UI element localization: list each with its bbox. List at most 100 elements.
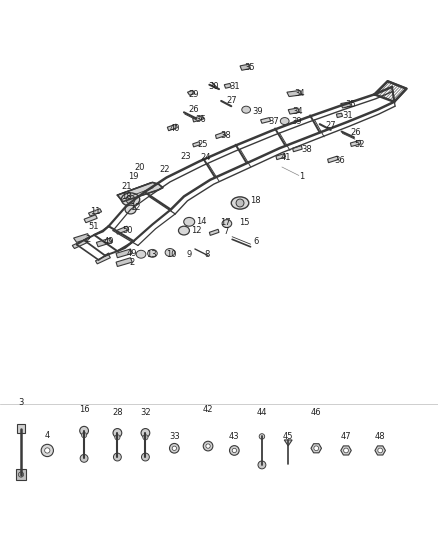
Polygon shape — [341, 102, 352, 108]
Text: 42: 42 — [203, 405, 213, 414]
Polygon shape — [72, 239, 88, 248]
Polygon shape — [287, 91, 302, 96]
Polygon shape — [95, 255, 110, 264]
Text: 20: 20 — [134, 164, 145, 173]
Text: 36: 36 — [195, 115, 206, 124]
Text: 22: 22 — [159, 165, 170, 174]
Polygon shape — [167, 124, 177, 131]
Circle shape — [81, 432, 87, 438]
Text: 39: 39 — [292, 117, 302, 126]
Polygon shape — [116, 249, 132, 258]
Circle shape — [141, 429, 150, 437]
Ellipse shape — [231, 197, 249, 209]
Polygon shape — [187, 91, 195, 95]
Text: 49: 49 — [103, 237, 114, 246]
Text: 32: 32 — [140, 408, 151, 417]
Circle shape — [80, 426, 88, 435]
Text: 4: 4 — [45, 431, 50, 440]
Text: 37: 37 — [268, 117, 279, 126]
Polygon shape — [96, 238, 112, 247]
Text: 41: 41 — [280, 152, 291, 161]
Text: 38: 38 — [220, 132, 231, 141]
Circle shape — [378, 448, 382, 453]
Text: 23: 23 — [180, 151, 191, 160]
Text: 48: 48 — [375, 432, 385, 440]
Text: 34: 34 — [293, 107, 303, 116]
Text: 46: 46 — [311, 408, 321, 417]
Text: 14: 14 — [196, 217, 207, 227]
Polygon shape — [116, 226, 129, 234]
Circle shape — [113, 453, 121, 461]
Ellipse shape — [136, 251, 146, 258]
Text: 27: 27 — [325, 121, 336, 130]
Text: 35: 35 — [345, 100, 356, 109]
Text: 9: 9 — [187, 250, 192, 259]
Circle shape — [170, 443, 179, 453]
Polygon shape — [240, 64, 251, 70]
Polygon shape — [209, 229, 219, 236]
Text: 30: 30 — [208, 82, 219, 91]
Polygon shape — [328, 156, 338, 163]
Text: 7: 7 — [223, 227, 228, 236]
Text: 45: 45 — [283, 432, 293, 440]
Text: 6: 6 — [254, 237, 259, 246]
Text: 12: 12 — [191, 226, 201, 235]
Polygon shape — [293, 146, 302, 152]
Ellipse shape — [165, 248, 175, 256]
Text: 8: 8 — [204, 250, 209, 259]
Text: 36: 36 — [334, 156, 345, 165]
Polygon shape — [261, 118, 271, 123]
Ellipse shape — [125, 205, 136, 214]
Circle shape — [230, 446, 239, 455]
Circle shape — [236, 199, 244, 207]
Circle shape — [80, 455, 88, 462]
Text: 47: 47 — [341, 432, 351, 440]
Circle shape — [206, 444, 210, 448]
Text: 3: 3 — [18, 398, 24, 407]
Text: 18: 18 — [250, 196, 260, 205]
Text: 24: 24 — [201, 152, 211, 161]
Text: 44: 44 — [257, 408, 267, 417]
Polygon shape — [215, 132, 226, 139]
Text: 39: 39 — [252, 107, 263, 116]
Text: 50: 50 — [123, 226, 133, 235]
Text: 26: 26 — [350, 128, 361, 138]
Polygon shape — [224, 84, 231, 88]
Text: 13: 13 — [146, 250, 156, 259]
Text: 18: 18 — [121, 192, 131, 201]
Text: 1: 1 — [299, 172, 304, 181]
Text: 2: 2 — [130, 259, 135, 268]
Polygon shape — [88, 209, 102, 216]
Polygon shape — [193, 142, 200, 147]
Polygon shape — [350, 140, 361, 147]
Circle shape — [143, 435, 148, 440]
Text: 16: 16 — [79, 405, 89, 414]
Circle shape — [258, 461, 266, 469]
Text: 34: 34 — [295, 89, 305, 98]
Text: 25: 25 — [197, 140, 208, 149]
Polygon shape — [193, 115, 204, 122]
Text: 35: 35 — [244, 63, 255, 72]
Text: 49: 49 — [127, 249, 138, 258]
Ellipse shape — [280, 118, 289, 125]
Circle shape — [115, 435, 120, 440]
Text: 17: 17 — [220, 218, 231, 227]
Circle shape — [314, 446, 318, 450]
Polygon shape — [311, 443, 321, 453]
Circle shape — [344, 448, 348, 453]
Ellipse shape — [242, 106, 251, 113]
Circle shape — [259, 434, 265, 439]
Circle shape — [45, 448, 50, 453]
Text: 26: 26 — [189, 105, 199, 114]
Polygon shape — [117, 182, 163, 201]
Polygon shape — [16, 469, 26, 480]
Text: 52: 52 — [355, 140, 365, 149]
Text: 51: 51 — [88, 222, 99, 231]
Ellipse shape — [121, 193, 140, 206]
Polygon shape — [336, 113, 343, 118]
Ellipse shape — [148, 249, 157, 257]
Text: 28: 28 — [112, 408, 123, 417]
Text: 12: 12 — [131, 203, 141, 212]
Circle shape — [172, 446, 177, 450]
Text: 2: 2 — [85, 235, 90, 244]
